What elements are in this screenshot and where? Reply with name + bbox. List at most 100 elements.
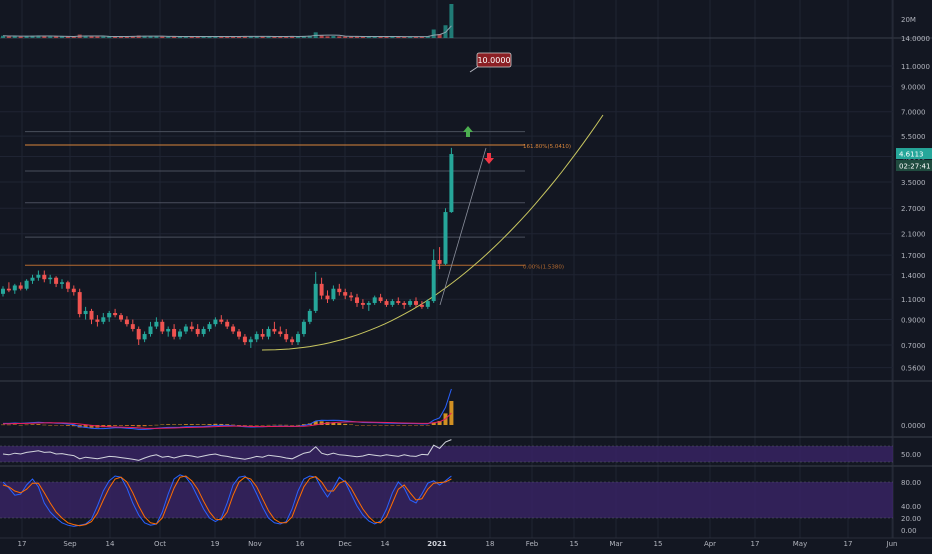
macd-histogram-bar — [124, 425, 129, 426]
stoch-band — [0, 482, 893, 518]
candle-body — [325, 295, 330, 300]
volume-bar — [101, 36, 106, 38]
candle-body — [24, 280, 29, 289]
rsi-pane — [0, 439, 893, 463]
candle-body — [378, 297, 383, 302]
price-tick-label: 1.4000 — [901, 272, 926, 280]
macd-histogram-bar — [130, 425, 135, 427]
time-tick-label: 14 — [106, 540, 115, 548]
volume-bar — [48, 36, 53, 38]
candle-body — [419, 304, 424, 307]
volume-bar — [95, 36, 100, 38]
macd-histogram-bar — [313, 421, 318, 425]
macd-histogram-bar — [290, 425, 295, 426]
volume-tick-label: 20M — [901, 16, 916, 24]
volume-bar — [319, 35, 324, 38]
volume-bar — [325, 36, 330, 38]
volume-bar — [266, 36, 271, 38]
price-tick-label: 1.1000 — [901, 296, 926, 304]
volume-bar — [343, 36, 348, 38]
macd-histogram-bar — [54, 425, 59, 426]
candle-body — [107, 313, 112, 318]
volume-bar — [237, 36, 241, 38]
candle-body — [290, 339, 295, 343]
candle-body — [355, 297, 359, 303]
candle — [213, 317, 218, 327]
volume-bar — [284, 36, 289, 38]
candle-body — [101, 317, 106, 322]
volume-bar — [390, 36, 395, 38]
candle — [95, 315, 100, 327]
candle — [219, 315, 224, 325]
candle — [337, 283, 342, 296]
macd-histogram-bar — [272, 424, 277, 426]
candle-body — [301, 321, 306, 335]
macd-histogram-bar — [337, 423, 342, 425]
volume-bar — [337, 36, 342, 38]
time-tick-label: Mar — [609, 540, 622, 548]
volume-bar — [260, 36, 265, 38]
volume-bar — [360, 36, 365, 38]
candle-body — [242, 336, 247, 343]
macd-histogram-bar — [296, 424, 300, 426]
candle — [325, 290, 330, 303]
macd-pane — [1, 388, 454, 430]
stoch-tick-label: 40.00 — [901, 503, 921, 511]
candle — [284, 328, 289, 343]
candle-body — [237, 331, 241, 337]
macd-histogram-bar — [349, 424, 354, 426]
fib-level-label: 161.80%(5.0410) — [523, 144, 571, 150]
volume-bar — [366, 36, 371, 38]
candle — [431, 249, 436, 303]
candle — [355, 293, 359, 307]
candle-body — [124, 319, 129, 325]
volume-bar — [24, 36, 29, 38]
countdown-label: 02:27:41 — [899, 163, 930, 171]
volume-tick-top-label: 14.0000 — [901, 35, 930, 43]
candle-body — [172, 328, 177, 337]
macd-histogram-bar — [36, 424, 41, 425]
price-tick-label: 3.5000 — [901, 179, 926, 187]
candle — [419, 301, 424, 309]
candle — [349, 292, 354, 302]
candle-body — [42, 274, 47, 280]
macd-histogram-bar — [254, 425, 259, 426]
macd-histogram-bar — [360, 425, 365, 426]
candle — [166, 326, 171, 337]
candle — [278, 326, 283, 337]
candle-body — [201, 328, 206, 335]
volume-bar — [119, 36, 123, 38]
candle-body — [396, 301, 401, 303]
candle-body — [319, 283, 324, 296]
macd-histogram-bar — [119, 425, 123, 426]
fib-level-label: 0.00%(1.5380) — [523, 264, 564, 270]
price-tick-label: 5.5000 — [901, 133, 926, 141]
price-tick-label: 0.9000 — [901, 317, 926, 325]
candle-body — [225, 321, 230, 327]
candle-body — [178, 331, 182, 337]
candle-body — [189, 326, 194, 329]
candle-body — [337, 288, 342, 293]
macd-histogram-bar — [178, 424, 182, 425]
macd-histogram-bar — [260, 425, 265, 426]
time-tick-label: Dec — [338, 540, 352, 548]
candle-body — [18, 285, 23, 289]
candle — [390, 299, 395, 307]
candle — [42, 270, 47, 283]
candle — [414, 297, 418, 307]
candle — [48, 274, 53, 284]
price-pane: 161.80%(5.0410) 0.00%(1.5380) 10.0000 — [1, 52, 604, 351]
candle-body — [213, 319, 218, 325]
time-tick-label: 19 — [211, 540, 220, 548]
candle-body — [390, 301, 395, 305]
macd-histogram-bar — [1, 424, 5, 426]
stoch-tick-label: 0.00 — [901, 527, 917, 535]
volume-bar — [431, 29, 436, 38]
volume-bar — [402, 36, 407, 38]
volume-bar — [30, 35, 35, 38]
time-tick-label: 15 — [654, 540, 663, 548]
candle — [148, 321, 153, 337]
candle — [449, 147, 454, 213]
